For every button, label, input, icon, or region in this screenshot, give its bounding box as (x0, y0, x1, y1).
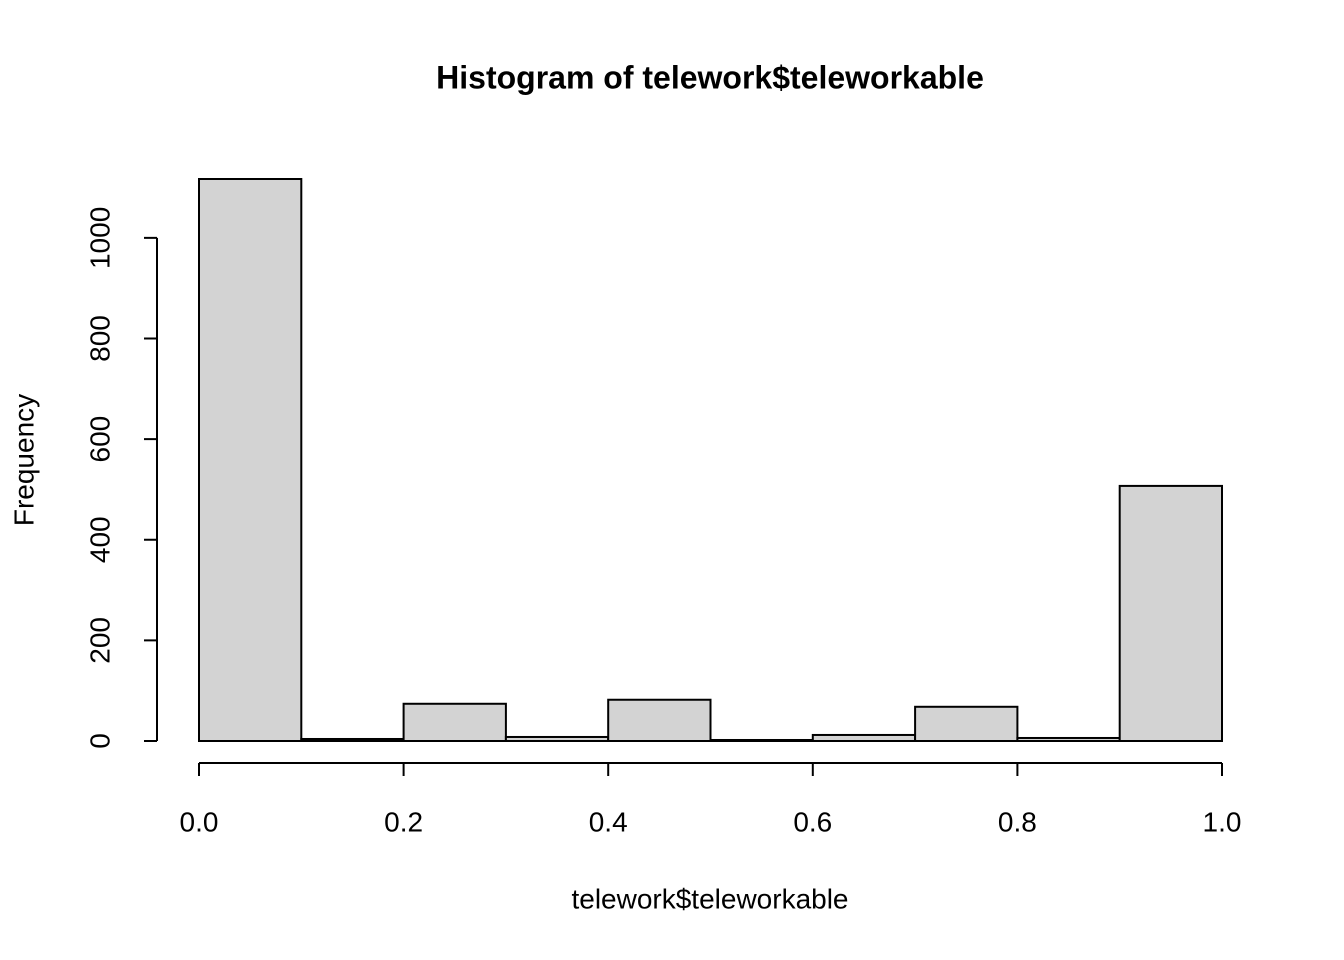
chart-title: Histogram of telework$teleworkable (436, 59, 984, 95)
x-tick-label: 0.8 (998, 806, 1037, 837)
x-tick-label: 0.0 (180, 806, 219, 837)
y-tick-label: 600 (84, 416, 115, 463)
y-tick-label: 1000 (84, 207, 115, 269)
x-axis-label: telework$teleworkable (571, 883, 848, 914)
bar (914, 705, 1019, 742)
y-tick-label: 200 (84, 617, 115, 664)
bar (402, 702, 507, 742)
y-tick-label: 800 (84, 315, 115, 362)
bar (811, 733, 917, 743)
x-tick-label: 1.0 (1203, 806, 1242, 837)
x-tick-label: 0.2 (384, 806, 423, 837)
x-tick-label: 0.6 (793, 806, 832, 837)
y-tick-label: 0 (84, 733, 115, 749)
y-tick-label: 400 (84, 516, 115, 563)
bar (607, 698, 712, 742)
bar (709, 738, 814, 742)
bar (1016, 736, 1121, 743)
y-axis-label: Frequency (8, 394, 39, 526)
bar (1118, 484, 1223, 742)
bar (198, 178, 303, 742)
bar (300, 737, 405, 743)
x-tick-label: 0.4 (589, 806, 628, 837)
bar (504, 735, 610, 742)
